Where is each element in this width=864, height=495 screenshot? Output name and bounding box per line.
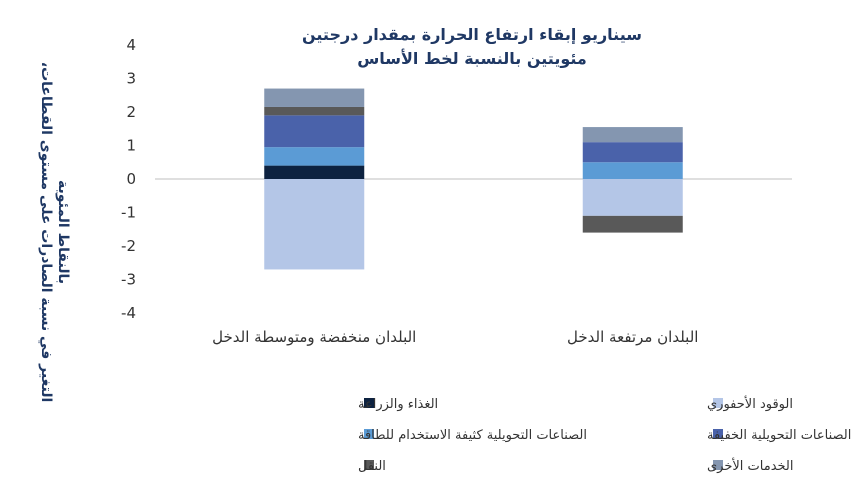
y-axis-label-line-2: بالنقاط المئوية — [55, 180, 71, 284]
bar-segment — [264, 165, 365, 179]
legend-label: الوقود الأحفوري — [707, 395, 793, 412]
category-label: البلدان منخفضة ومتوسطة الدخل — [212, 328, 416, 346]
legend-item: الغذاء والزراعة — [358, 397, 438, 412]
bar-segment — [582, 142, 683, 163]
bar-segment — [582, 162, 683, 179]
legend-item: النقل — [358, 459, 386, 474]
chart-title-line-1: سيناريو إبقاء ارتفاع الحرارة بمقدار درجت… — [302, 25, 642, 44]
legend-label: الصناعات التحويلية الخفيفة — [707, 428, 851, 443]
bar-segment — [582, 127, 683, 143]
y-tick-label: -2 — [121, 237, 136, 255]
y-axis-label-line-1: التغير في نسبة الصادرات على مستوى القطاع… — [38, 62, 54, 403]
legend-swatch — [713, 460, 723, 470]
bar-segment — [582, 215, 683, 233]
y-tick-label: 4 — [126, 36, 136, 54]
chart-title-line-2: مئويتين بالنسبة لخط الأساس — [357, 49, 587, 68]
y-tick-label: 2 — [126, 103, 136, 121]
legend-item: الصناعات التحويلية كثيفة الاستخدام للطاق… — [358, 428, 587, 443]
y-axis-ticks: 4 3 2 1 0 -1 -2 -3 -4 — [121, 36, 136, 322]
bar-group — [264, 88, 365, 270]
y-tick-label: -4 — [121, 304, 136, 322]
legend-label: النقل — [358, 459, 386, 474]
bar-group — [582, 127, 683, 233]
legend: الوقود الأحفوري الصناعات التحويلية الخفيف… — [358, 395, 851, 474]
legend-item: الوقود الأحفوري — [707, 395, 793, 412]
legend-swatch — [364, 398, 374, 408]
y-axis-label: التغير في نسبة الصادرات على مستوى القطاع… — [38, 62, 71, 403]
legend-label: الخدمات الأخرى — [707, 457, 794, 474]
legend-swatch — [713, 429, 723, 439]
legend-item: الخدمات الأخرى — [707, 457, 794, 474]
y-tick-label: 1 — [126, 137, 136, 155]
legend-swatch — [364, 429, 374, 439]
bar-segment — [264, 88, 365, 107]
y-tick-label: 3 — [126, 70, 136, 88]
bar-segment — [582, 179, 683, 216]
legend-swatch — [713, 398, 723, 408]
category-label: البلدان مرتفعة الدخل — [567, 328, 698, 346]
y-tick-label: -3 — [121, 271, 136, 289]
y-tick-label: -1 — [121, 204, 136, 222]
legend-item: الصناعات التحويلية الخفيفة — [707, 428, 851, 443]
category-labels: البلدان منخفضة ومتوسطة الدخل البلدان مرتف… — [212, 328, 698, 346]
legend-swatch — [364, 460, 374, 470]
bar-segment — [264, 147, 365, 166]
y-tick-label: 0 — [126, 170, 136, 188]
legend-label: الغذاء والزراعة — [358, 397, 438, 412]
legend-label: الصناعات التحويلية كثيفة الاستخدام للطاق… — [358, 428, 587, 443]
bar-segment — [264, 115, 365, 148]
bar-segment — [264, 179, 365, 270]
bar-groups — [264, 88, 683, 270]
bar-segment — [264, 106, 365, 116]
